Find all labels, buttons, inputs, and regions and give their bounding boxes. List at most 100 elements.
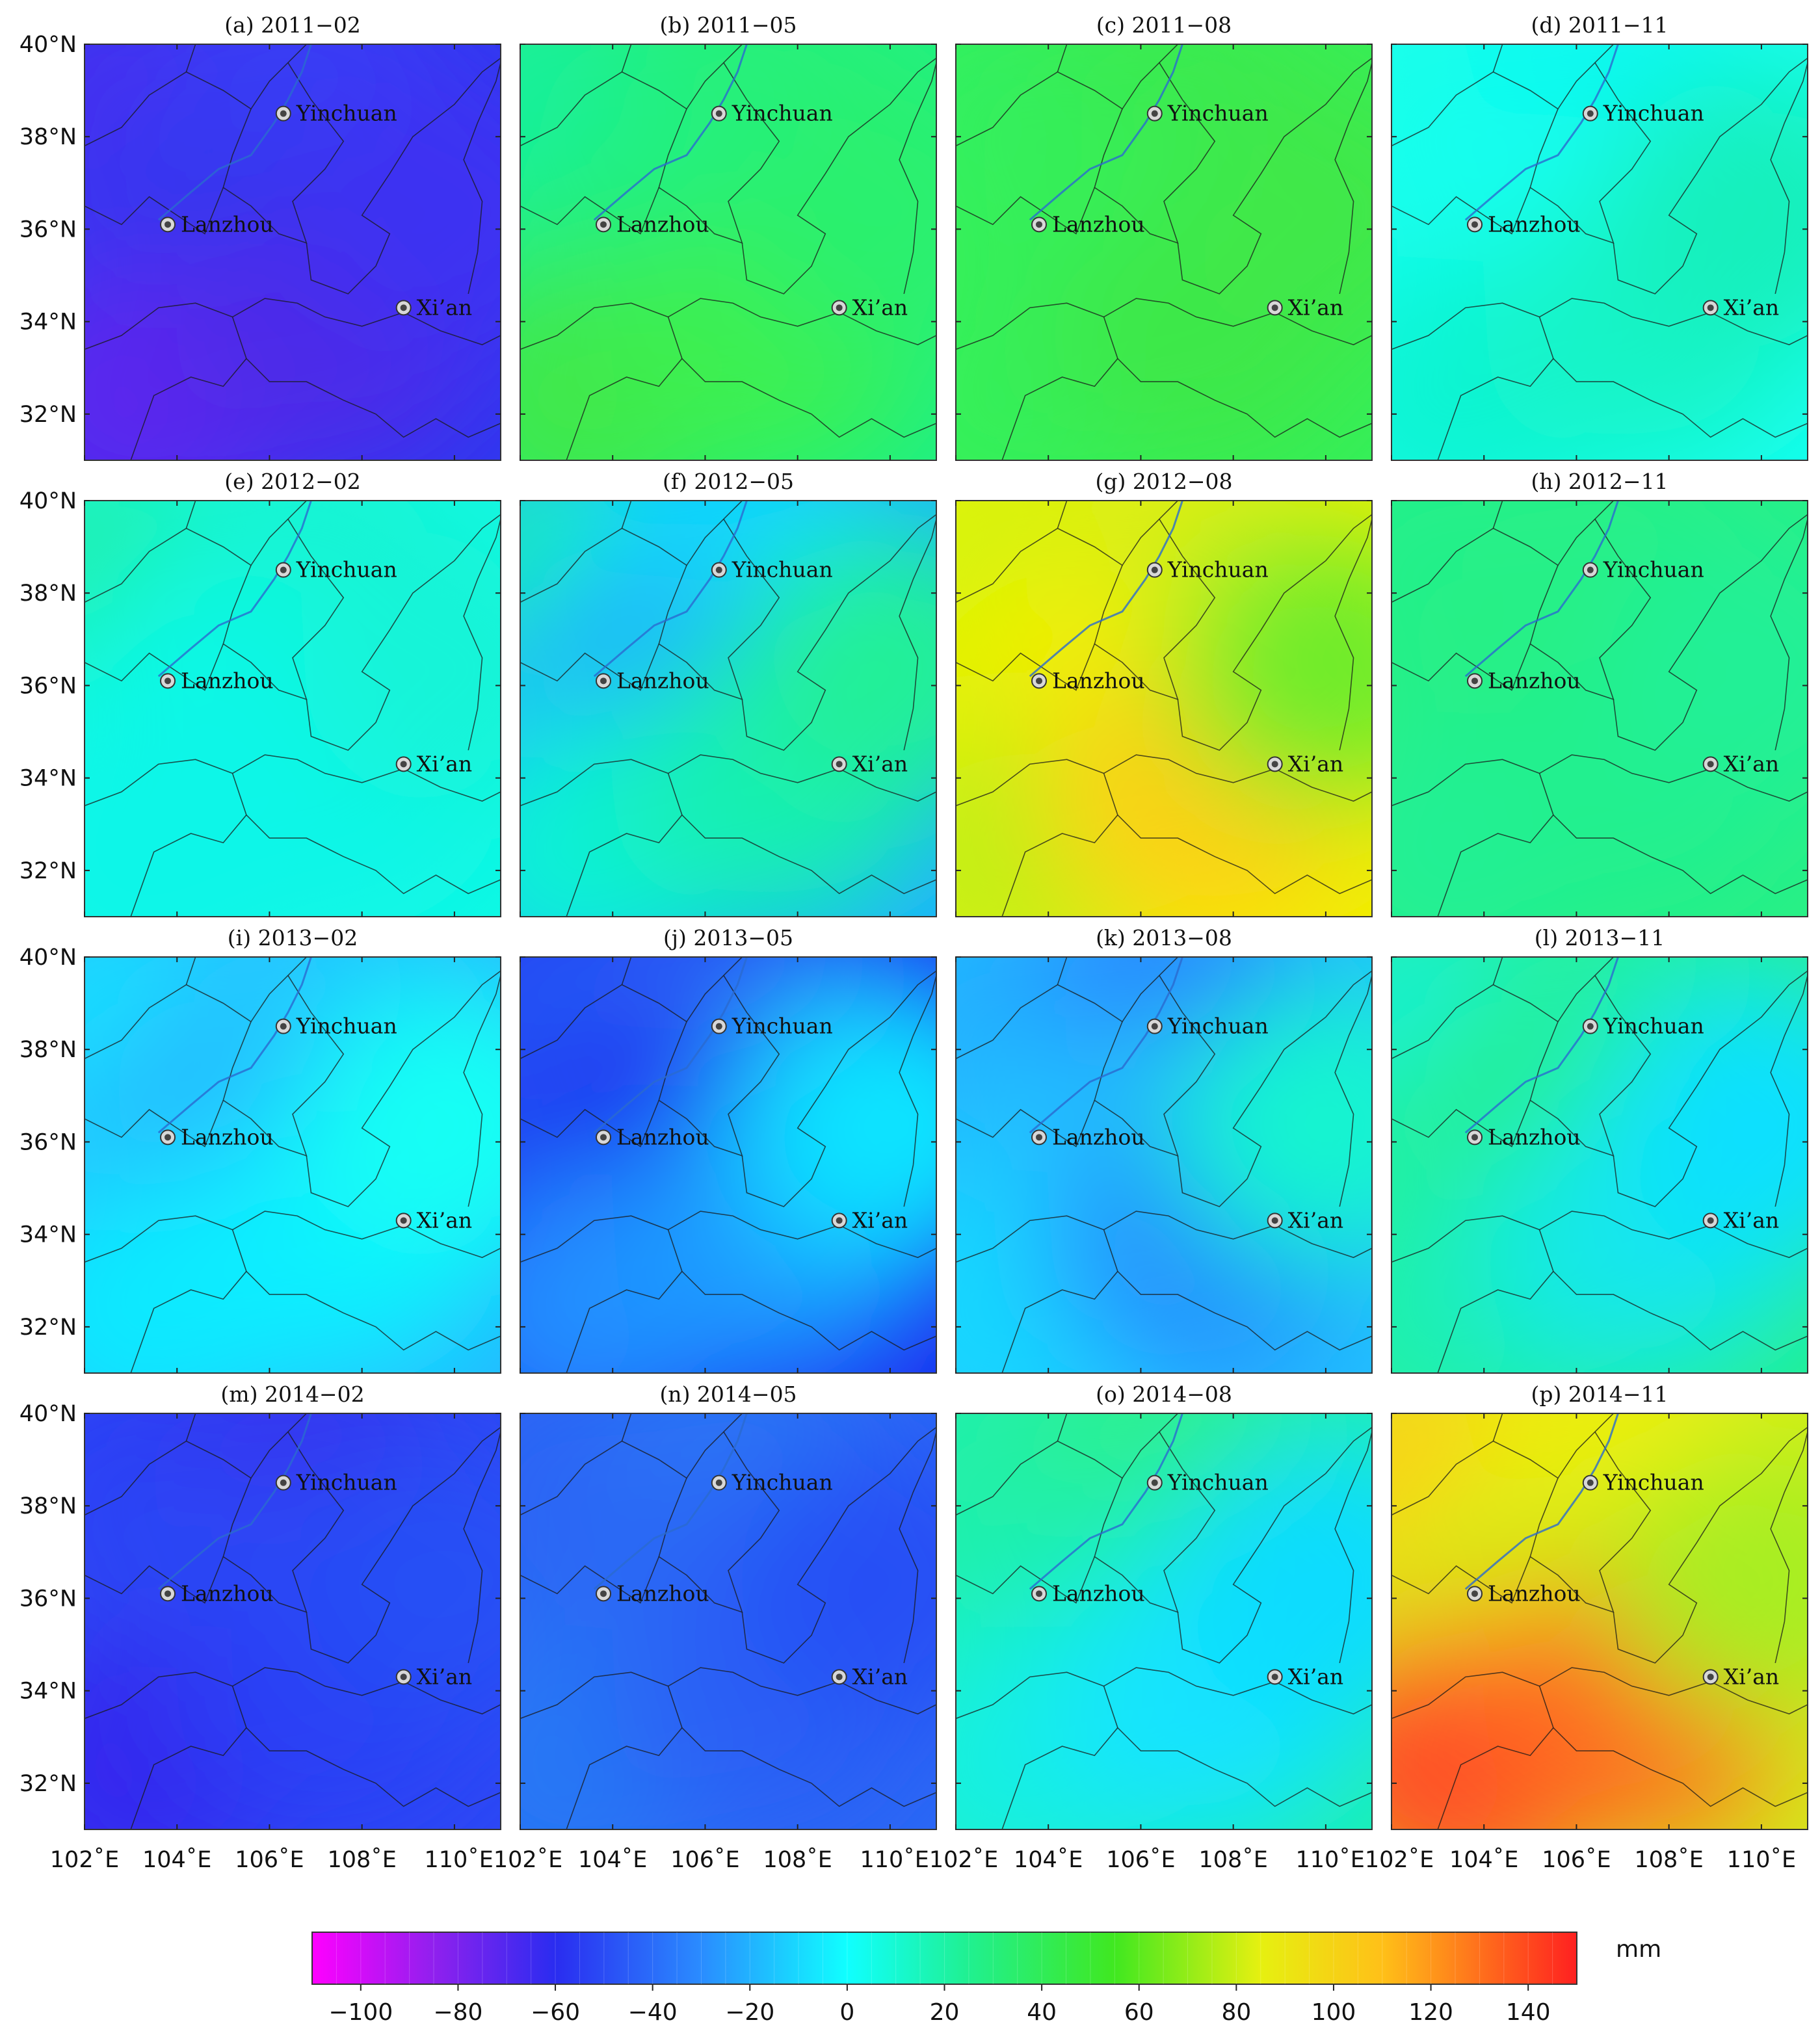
city-marker: Yinchuan — [275, 1470, 397, 1495]
province-boundaries — [85, 44, 501, 460]
colorbar-tick-label: 20 — [930, 1999, 960, 2026]
panel-frame — [1391, 1413, 1808, 1830]
map-panel: (e) 2012−02 Yinchuan Lanzhou Xi’an — [84, 469, 501, 917]
anomaly-region — [300, 1438, 501, 1722]
city-label: Xi’an — [1724, 1664, 1779, 1689]
yellow-river — [1029, 501, 1183, 677]
city-marker: Xi’an — [395, 295, 472, 320]
province-boundaries — [1391, 44, 1808, 460]
longitude-tick-label: 102˚E — [50, 1846, 119, 1873]
city-marker: Yinchuan — [711, 557, 833, 583]
city-label: Yinchuan — [1167, 1470, 1269, 1495]
latitude-tick-label: 32°N — [20, 1771, 77, 1797]
city-marker: Xi’an — [1267, 751, 1343, 776]
longitude-tick-label: 104˚E — [1014, 1846, 1083, 1873]
city-marker: Xi’an — [1702, 1207, 1779, 1233]
city-label: Xi’an — [417, 751, 472, 776]
colorbar-tick-label: −80 — [433, 1999, 482, 2026]
city-marker: Yinchuan — [1146, 1470, 1269, 1495]
panel-frame — [84, 500, 501, 917]
city-marker: Xi’an — [831, 295, 908, 320]
panel-title: (l) 2013−11 — [1535, 925, 1665, 950]
longitude-tick-label: 106˚E — [1106, 1846, 1175, 1873]
city-marker: Yinchuan — [275, 557, 397, 583]
longitude-tick-label: 110˚E — [1727, 1846, 1796, 1873]
map-panel: (i) 2013−02 Yinchuan Lanzhou Xi’an — [84, 925, 501, 1374]
city-marker: Lanzhou — [1031, 1124, 1145, 1149]
colorbar-tick-label: 0 — [839, 1999, 854, 2026]
city-label: Lanzhou — [1052, 211, 1145, 237]
city-marker: Xi’an — [1702, 1664, 1779, 1689]
latitude-tick-label: 40°N — [20, 1401, 77, 1427]
city-marker: Xi’an — [395, 1664, 472, 1689]
colorbar-unit: mm — [1616, 1936, 1661, 1963]
map-panel: (o) 2014−08 Yinchuan Lanzhou Xi’an — [955, 1382, 1373, 1830]
city-marker: Yinchuan — [1582, 557, 1704, 583]
anomaly-field — [85, 957, 501, 1373]
yellow-river — [593, 501, 748, 677]
longitude-tick-label: 108˚E — [1634, 1846, 1703, 1873]
city-marker: Xi’an — [1702, 295, 1779, 320]
city-marker: Lanzhou — [160, 1580, 274, 1606]
panel-title: (f) 2012−05 — [663, 469, 794, 494]
province-boundaries — [956, 1413, 1372, 1829]
yellow-river — [157, 1413, 312, 1590]
city-marker: Lanzhou — [1031, 211, 1145, 237]
anomaly-field — [956, 957, 1372, 1373]
city-label: Xi’an — [417, 295, 472, 320]
panel-title: (c) 2011−08 — [1096, 12, 1232, 38]
city-marker: Lanzhou — [596, 1124, 709, 1149]
anomaly-region — [300, 69, 501, 352]
anomaly-field — [85, 501, 501, 917]
anomaly-field — [85, 1413, 501, 1829]
city-label: Lanzhou — [616, 1580, 709, 1606]
map-panel: (k) 2013−08 Yinchuan Lanzhou Xi’an — [955, 925, 1373, 1374]
province-boundaries — [520, 501, 936, 917]
anomaly-region — [1172, 69, 1372, 352]
city-marker: Xi’an — [395, 751, 472, 776]
city-label: Yinchuan — [732, 1470, 833, 1495]
city-marker: Lanzhou — [160, 211, 274, 237]
panel-title: (o) 2014−08 — [1096, 1382, 1232, 1407]
province-boundaries — [956, 44, 1372, 460]
city-label: Lanzhou — [1488, 668, 1581, 693]
anomaly-region — [736, 982, 936, 1265]
city-marker: Xi’an — [1702, 751, 1779, 776]
latitude-axis: 40°N 38°N 36°N 34°N 32°N 40°N 38°N 36°N 34°N 32°N… — [20, 32, 77, 1797]
city-label: Lanzhou — [616, 668, 709, 693]
panel-title: (b) 2011−05 — [660, 12, 797, 38]
city-label: Yinchuan — [1603, 101, 1704, 126]
city-marker: Yinchuan — [1582, 1014, 1704, 1039]
city-label: Yinchuan — [296, 557, 397, 583]
longitude-tick-label: 110˚E102˚E — [424, 1846, 562, 1873]
panel-frame — [84, 44, 501, 461]
yellow-river — [1029, 957, 1183, 1134]
panel-title: (m) 2014−02 — [220, 1382, 364, 1407]
city-label: Xi’an — [1724, 295, 1779, 320]
yellow-river — [1464, 44, 1619, 221]
panel-frame — [955, 44, 1373, 461]
city-marker: Yinchuan — [711, 1470, 833, 1495]
city-marker: Lanzhou — [1467, 1124, 1581, 1149]
panel-title: (n) 2014−05 — [659, 1382, 797, 1407]
longitude-tick-label: 104˚E — [1449, 1846, 1518, 1873]
city-marker: Yinchuan — [711, 1014, 833, 1039]
colorbar-tick-label: −20 — [725, 1999, 774, 2026]
colorbar-tick-label: 40 — [1027, 1999, 1057, 2026]
city-marker: Lanzhou — [160, 668, 274, 693]
map-panel: (d) 2011−11 Yinchuan Lanzhou Xi’an — [1391, 12, 1808, 461]
anomaly-field — [85, 44, 501, 460]
anomaly-region — [1172, 525, 1372, 809]
colorbar-tick-label: 80 — [1221, 1999, 1251, 2026]
map-panel: (n) 2014−05 Yinchuan Lanzhou Xi’an — [520, 1382, 937, 1830]
city-label: Lanzhou — [1052, 1580, 1145, 1606]
city-marker: Lanzhou — [1467, 211, 1581, 237]
province-boundaries — [85, 1413, 501, 1829]
anomaly-region — [1607, 1438, 1808, 1722]
anomaly-field — [956, 1413, 1372, 1829]
colorbar: −100 −80 −60 −40 −20 0 20 40 60 80 100 120 140 mm — [311, 1932, 1661, 2026]
anomaly-region — [736, 1438, 936, 1722]
province-boundaries — [956, 501, 1372, 917]
city-marker: Lanzhou — [160, 1124, 274, 1149]
